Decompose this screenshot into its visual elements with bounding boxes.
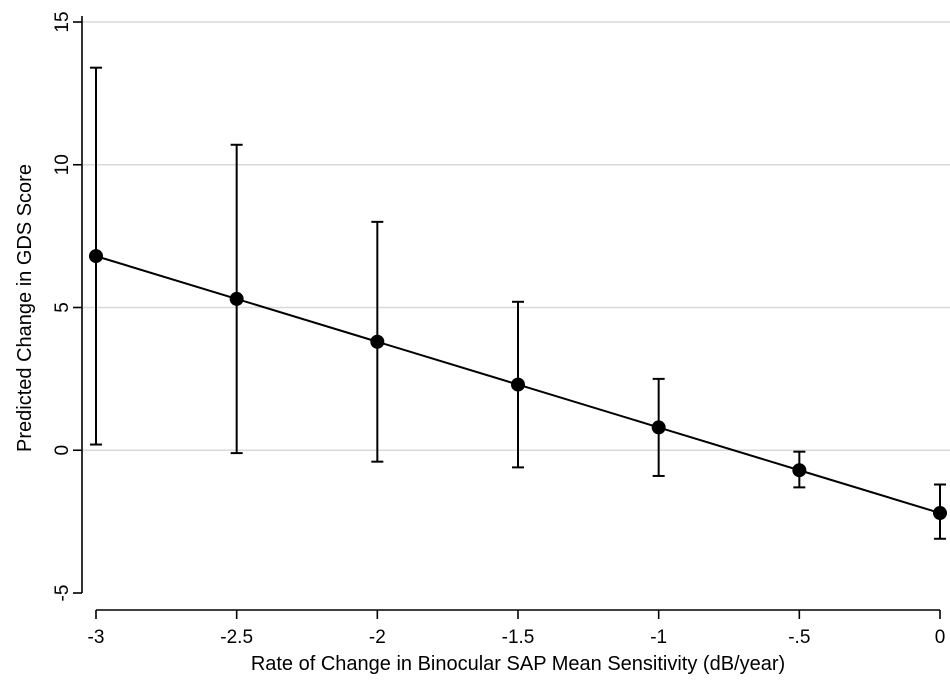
data-point-6 [933, 506, 947, 521]
axes: -5 0 5 10 15 -3 -2.5 -2 -1.5 -1 -.5 0 [52, 11, 945, 648]
y-tick-label: 0 [52, 445, 73, 456]
x-tick-label: -.5 [788, 627, 810, 648]
x-tick-label: -1 [650, 627, 667, 648]
data-point-5 [792, 463, 807, 478]
y-tick-label: 15 [52, 11, 73, 32]
x-tick-label: -1.5 [502, 627, 535, 648]
y-axis-title: Predicted Change in GDS Score [14, 164, 36, 452]
x-axis-title: Rate of Change in Binocular SAP Mean Sen… [251, 653, 785, 675]
x-tick-label: -2 [369, 627, 386, 648]
x-tick-label: -2.5 [220, 627, 253, 648]
data-point-1 [229, 291, 244, 306]
x-tick-label: -3 [88, 627, 105, 648]
y-tick-label: 5 [52, 302, 73, 313]
gridlines [82, 21, 950, 451]
x-tick-label: 0 [935, 627, 946, 648]
y-tick-label: -5 [52, 585, 73, 602]
data-point-0 [89, 249, 103, 264]
data-point-2 [370, 334, 385, 349]
y-tick-label: 10 [52, 154, 73, 175]
data-point-4 [651, 420, 666, 435]
plot-marks [89, 66, 947, 540]
data-point-3 [511, 377, 525, 392]
